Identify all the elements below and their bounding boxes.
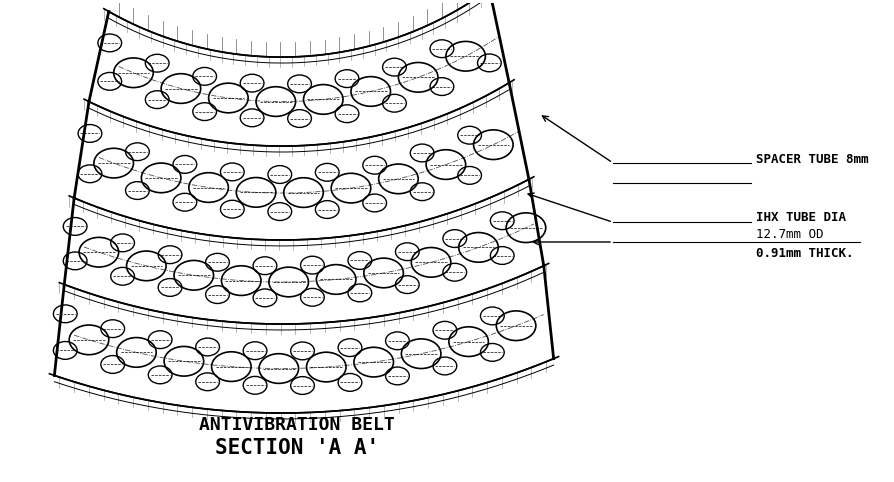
Text: SECTION 'A A': SECTION 'A A' — [215, 438, 378, 457]
Text: ANTIVIBRATION BELT: ANTIVIBRATION BELT — [198, 416, 394, 434]
Text: IHX TUBE DIA: IHX TUBE DIA — [755, 211, 846, 224]
Text: 12.7mm OD: 12.7mm OD — [755, 228, 822, 241]
Text: 0.91mm THICK.: 0.91mm THICK. — [755, 247, 853, 260]
Text: SPACER TUBE 8mm: SPACER TUBE 8mm — [755, 153, 868, 166]
